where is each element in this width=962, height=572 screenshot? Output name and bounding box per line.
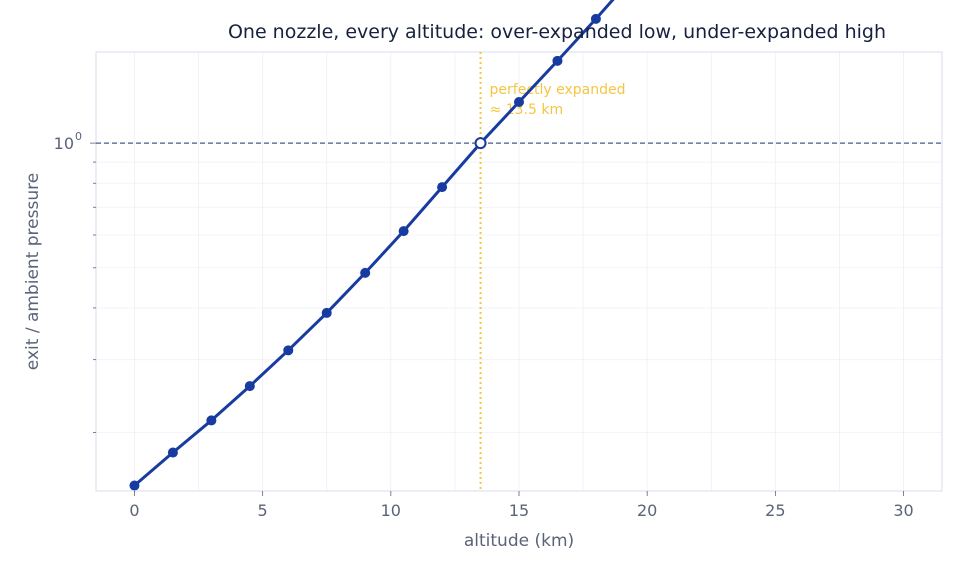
data-point: [283, 345, 294, 356]
x-tick-label: 10: [381, 501, 401, 520]
data-point: [552, 55, 563, 66]
y-tick-label: 10: [54, 134, 74, 153]
data-point: [321, 307, 332, 318]
data-point: [514, 96, 524, 107]
x-tick-label: 15: [509, 501, 529, 520]
chart-title: One nozzle, every altitude: over-expande…: [228, 21, 886, 43]
x-tick-label: 20: [637, 501, 657, 520]
x-tick-label: 0: [129, 501, 139, 520]
x-tick-label: 5: [258, 501, 268, 520]
x-tick-label: 25: [765, 501, 785, 520]
data-point: [360, 267, 371, 278]
data-point: [129, 480, 140, 491]
data-point: [206, 415, 217, 426]
annotation-label-line1: perfectly expanded: [490, 82, 626, 98]
highlight-point: [474, 137, 487, 150]
data-point: [167, 447, 178, 458]
annotation-label-line2: ≈ 13.5 km: [490, 102, 564, 118]
x-tick-label: 30: [893, 501, 913, 520]
data-point: [437, 182, 448, 193]
data-point: [590, 13, 601, 24]
series-line: [132, 0, 615, 488]
x-axis-label: altitude (km): [464, 531, 574, 551]
y-tick-exponent: 0: [75, 130, 82, 143]
data-point: [398, 226, 409, 237]
y-axis-label: exit / ambient pressure: [23, 173, 43, 370]
data-point: [244, 381, 255, 392]
